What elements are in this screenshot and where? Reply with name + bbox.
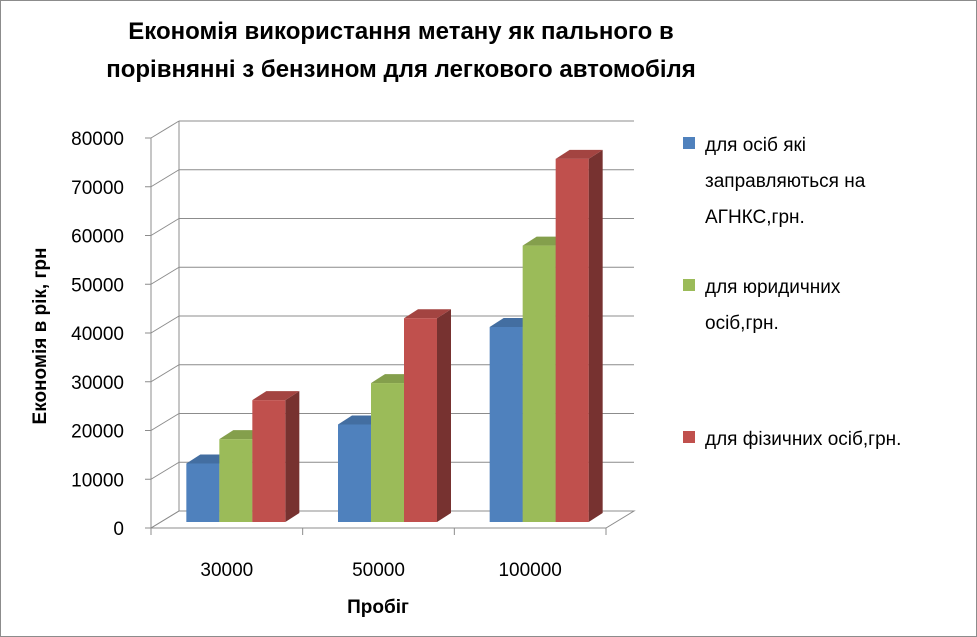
legend-swatch xyxy=(683,431,695,443)
legend-swatch xyxy=(683,137,695,149)
bar-top xyxy=(252,391,300,401)
legend-label-line: АГНКС,грн. xyxy=(705,207,805,228)
gridline-side xyxy=(150,169,180,188)
y-tick-label: 20000 xyxy=(71,422,124,443)
bar-side xyxy=(588,149,603,522)
bar-top xyxy=(404,309,451,319)
y-tick-label: 70000 xyxy=(71,178,124,199)
bar xyxy=(338,424,371,522)
gridline-side xyxy=(150,120,180,139)
y-tick-label: 0 xyxy=(113,519,124,540)
y-tick-label: 40000 xyxy=(71,324,124,345)
legend-swatch xyxy=(683,279,695,291)
legend-label-line: осіб,грн. xyxy=(705,313,779,334)
chart-title-line: Економія використання метану як пального… xyxy=(128,18,674,45)
bar xyxy=(404,318,437,522)
legend-label: для осіб які заправляються на АГНКС,грн. xyxy=(705,128,970,236)
bar xyxy=(371,383,404,522)
bar xyxy=(252,400,286,522)
bar xyxy=(522,245,556,522)
legend-label: для юридичних осіб,грн. xyxy=(705,270,970,342)
chart-title-line: порівнянні з бензином для легкового авто… xyxy=(106,56,696,83)
x-tick-label: 30000 xyxy=(200,560,253,581)
bar-side xyxy=(285,391,300,522)
bar-top xyxy=(555,149,603,159)
bar-side xyxy=(437,309,451,522)
legend-label-line: для фізичних осіб,грн. xyxy=(705,429,902,450)
x-tick-label: 50000 xyxy=(352,560,405,581)
legend-label: для фізичних осіб,грн. xyxy=(705,422,970,458)
gridline-side xyxy=(150,413,180,431)
y-tick-label: 60000 xyxy=(71,227,124,248)
legend-label-line: для юридичних xyxy=(705,277,841,298)
gridline-side xyxy=(150,315,180,334)
y-axis-title: Економія в рік, грн xyxy=(30,248,51,425)
legend-label-line: заправляються на xyxy=(705,171,866,192)
bar xyxy=(489,327,523,522)
x-axis-title: Пробіг xyxy=(347,597,409,618)
bar xyxy=(186,463,220,522)
bar xyxy=(219,439,253,522)
y-tick-label: 80000 xyxy=(71,129,124,150)
x-tick-label: 100000 xyxy=(498,560,561,581)
gridline-side xyxy=(150,218,180,236)
y-tick-label: 30000 xyxy=(71,373,124,394)
y-tick-label: 10000 xyxy=(71,470,124,491)
gridline-side xyxy=(150,461,180,480)
legend-label-line: для осіб які xyxy=(705,135,807,156)
chart-title: Економія використання метану як пального… xyxy=(91,13,711,89)
bar xyxy=(555,158,589,522)
gridline-side xyxy=(150,364,180,383)
gridline-side xyxy=(150,266,180,285)
y-tick-label: 50000 xyxy=(71,275,124,296)
